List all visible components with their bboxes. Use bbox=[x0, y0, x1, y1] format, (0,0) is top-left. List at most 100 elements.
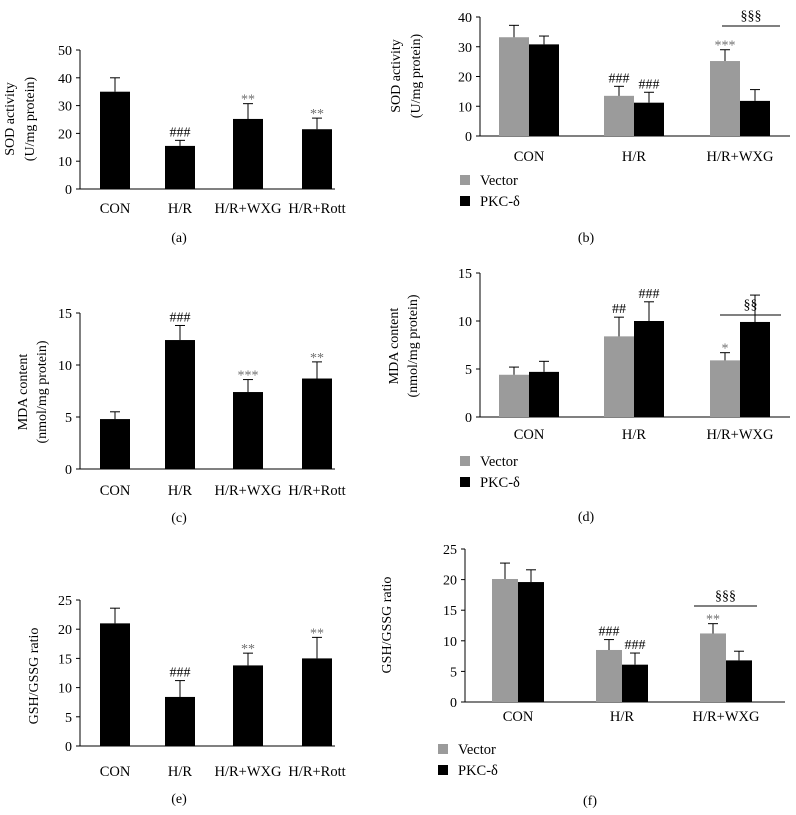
significance-mark: ** bbox=[310, 626, 324, 641]
significance-mark: ### bbox=[599, 625, 620, 640]
significance-mark: ## bbox=[612, 302, 626, 317]
y-tick-label: 20 bbox=[458, 71, 472, 86]
y-axis-label: SOD activity bbox=[389, 39, 404, 113]
bar-value bbox=[165, 340, 195, 469]
legend-label: PKC-δ bbox=[480, 194, 520, 210]
bar-pkc bbox=[740, 100, 770, 136]
category-label: H/R+Rott bbox=[288, 483, 345, 499]
category-label: CON bbox=[100, 483, 131, 499]
significance-mark: ### bbox=[170, 125, 191, 140]
y-tick-label: 0 bbox=[65, 463, 72, 478]
bar-vector bbox=[700, 633, 726, 702]
significance-mark: ### bbox=[625, 638, 646, 653]
y-tick-label: 5 bbox=[450, 665, 457, 680]
chart-e: 0 5 10 15 20 25 GSH/GSSG ratio CON H/R H/R+WXG H/R… bbox=[27, 594, 346, 807]
y-tick-label: 20 bbox=[58, 127, 72, 142]
y-tick-label: 10 bbox=[58, 155, 72, 170]
y-tick-label: 30 bbox=[458, 41, 472, 56]
bar-value bbox=[302, 658, 332, 746]
y-tick-label: 5 bbox=[65, 711, 72, 726]
bar-pkc bbox=[529, 44, 559, 137]
bar-vector bbox=[596, 649, 622, 702]
category-label: CON bbox=[503, 709, 534, 725]
significance-mark: ** bbox=[310, 351, 324, 366]
bar-value bbox=[100, 419, 130, 469]
significance-mark: ** bbox=[241, 93, 255, 108]
bar-vector bbox=[710, 360, 740, 417]
category-label: H/R+WXG bbox=[707, 149, 775, 165]
category-label: H/R+WXG bbox=[707, 427, 775, 443]
y-tick-label: 10 bbox=[58, 682, 72, 697]
legend-swatch bbox=[460, 456, 470, 466]
y-tick-label: 10 bbox=[443, 635, 457, 650]
y-tick-label: 10 bbox=[458, 100, 472, 115]
significance-mark: ### bbox=[170, 666, 191, 681]
category-label: H/R bbox=[168, 201, 193, 217]
bar-vector bbox=[492, 578, 518, 702]
panel-label: (d) bbox=[578, 510, 595, 525]
bar-value bbox=[302, 378, 332, 469]
bar-value bbox=[233, 665, 263, 746]
legend-label: PKC-δ bbox=[480, 475, 520, 491]
legend-swatch bbox=[460, 477, 470, 487]
bar-value bbox=[100, 91, 130, 189]
bar-pkc bbox=[518, 582, 544, 702]
legend-label: Vector bbox=[480, 454, 518, 470]
bracket-label: §§§ bbox=[741, 9, 762, 24]
y-axis-label: (nmol/mg protein) bbox=[35, 340, 50, 443]
category-label: H/R+WXG bbox=[215, 764, 283, 780]
y-axis-label: (nmol/mg protein) bbox=[406, 294, 421, 397]
bar-value bbox=[302, 129, 332, 189]
category-label: CON bbox=[514, 149, 545, 165]
significance-mark: ** bbox=[310, 107, 324, 122]
chart-a: 0 10 20 30 40 50 SOD activity (U/mg protein) CON… bbox=[3, 44, 346, 246]
y-axis-label: MDA content bbox=[16, 354, 31, 431]
bar-value bbox=[100, 623, 130, 746]
y-tick-label: 20 bbox=[58, 623, 72, 638]
y-tick-label: 10 bbox=[458, 315, 472, 330]
y-axis-label: (U/mg protein) bbox=[409, 33, 424, 118]
legend-label: Vector bbox=[458, 742, 496, 758]
bar-pkc bbox=[634, 102, 664, 136]
category-label: H/R bbox=[610, 709, 635, 725]
bar-pkc bbox=[622, 664, 648, 702]
bar-vector bbox=[499, 374, 529, 417]
y-tick-label: 5 bbox=[465, 363, 472, 378]
bar-pkc bbox=[740, 321, 770, 417]
y-tick-label: 40 bbox=[58, 72, 72, 87]
category-label: H/R+Rott bbox=[288, 201, 345, 217]
legend-label: Vector bbox=[480, 173, 518, 189]
y-tick-label: 15 bbox=[443, 604, 457, 619]
y-axis-label: SOD activity bbox=[3, 82, 18, 156]
chart-d: 0 5 10 15 MDA content (nmol/mg protein) CON H/R… bbox=[387, 267, 790, 525]
category-label: H/R bbox=[168, 764, 193, 780]
y-axis-label: (U/mg protein) bbox=[23, 76, 38, 161]
legend-swatch bbox=[438, 744, 448, 754]
bracket-label: §§ bbox=[744, 298, 758, 313]
y-tick-label: 15 bbox=[58, 307, 72, 322]
panel-label: (e) bbox=[171, 792, 187, 807]
y-axis-label: MDA content bbox=[387, 308, 402, 385]
panel-label: (a) bbox=[171, 231, 187, 246]
category-label: H/R+WXG bbox=[215, 483, 283, 499]
significance-mark: ### bbox=[170, 310, 191, 325]
significance-mark: *** bbox=[715, 39, 736, 54]
significance-mark: * bbox=[722, 342, 729, 357]
bar-vector bbox=[499, 37, 529, 137]
y-tick-label: 15 bbox=[58, 652, 72, 667]
chart-c: 0 5 10 15 MDA content (nmol/mg protein) CON H/R… bbox=[16, 307, 346, 526]
category-label: H/R+Rott bbox=[288, 764, 345, 780]
category-label: CON bbox=[100, 201, 131, 217]
y-tick-label: 40 bbox=[458, 11, 472, 26]
y-tick-label: 25 bbox=[443, 543, 457, 558]
y-tick-label: 15 bbox=[458, 267, 472, 282]
significance-mark: ** bbox=[706, 613, 720, 628]
y-tick-label: 25 bbox=[58, 594, 72, 609]
y-axis-label: GSH/GSSG ratio bbox=[380, 577, 395, 674]
category-label: H/R bbox=[622, 149, 647, 165]
bar-pkc bbox=[726, 660, 752, 702]
category-label: CON bbox=[100, 764, 131, 780]
bar-value bbox=[233, 118, 263, 189]
panel-label: (f) bbox=[583, 794, 597, 809]
